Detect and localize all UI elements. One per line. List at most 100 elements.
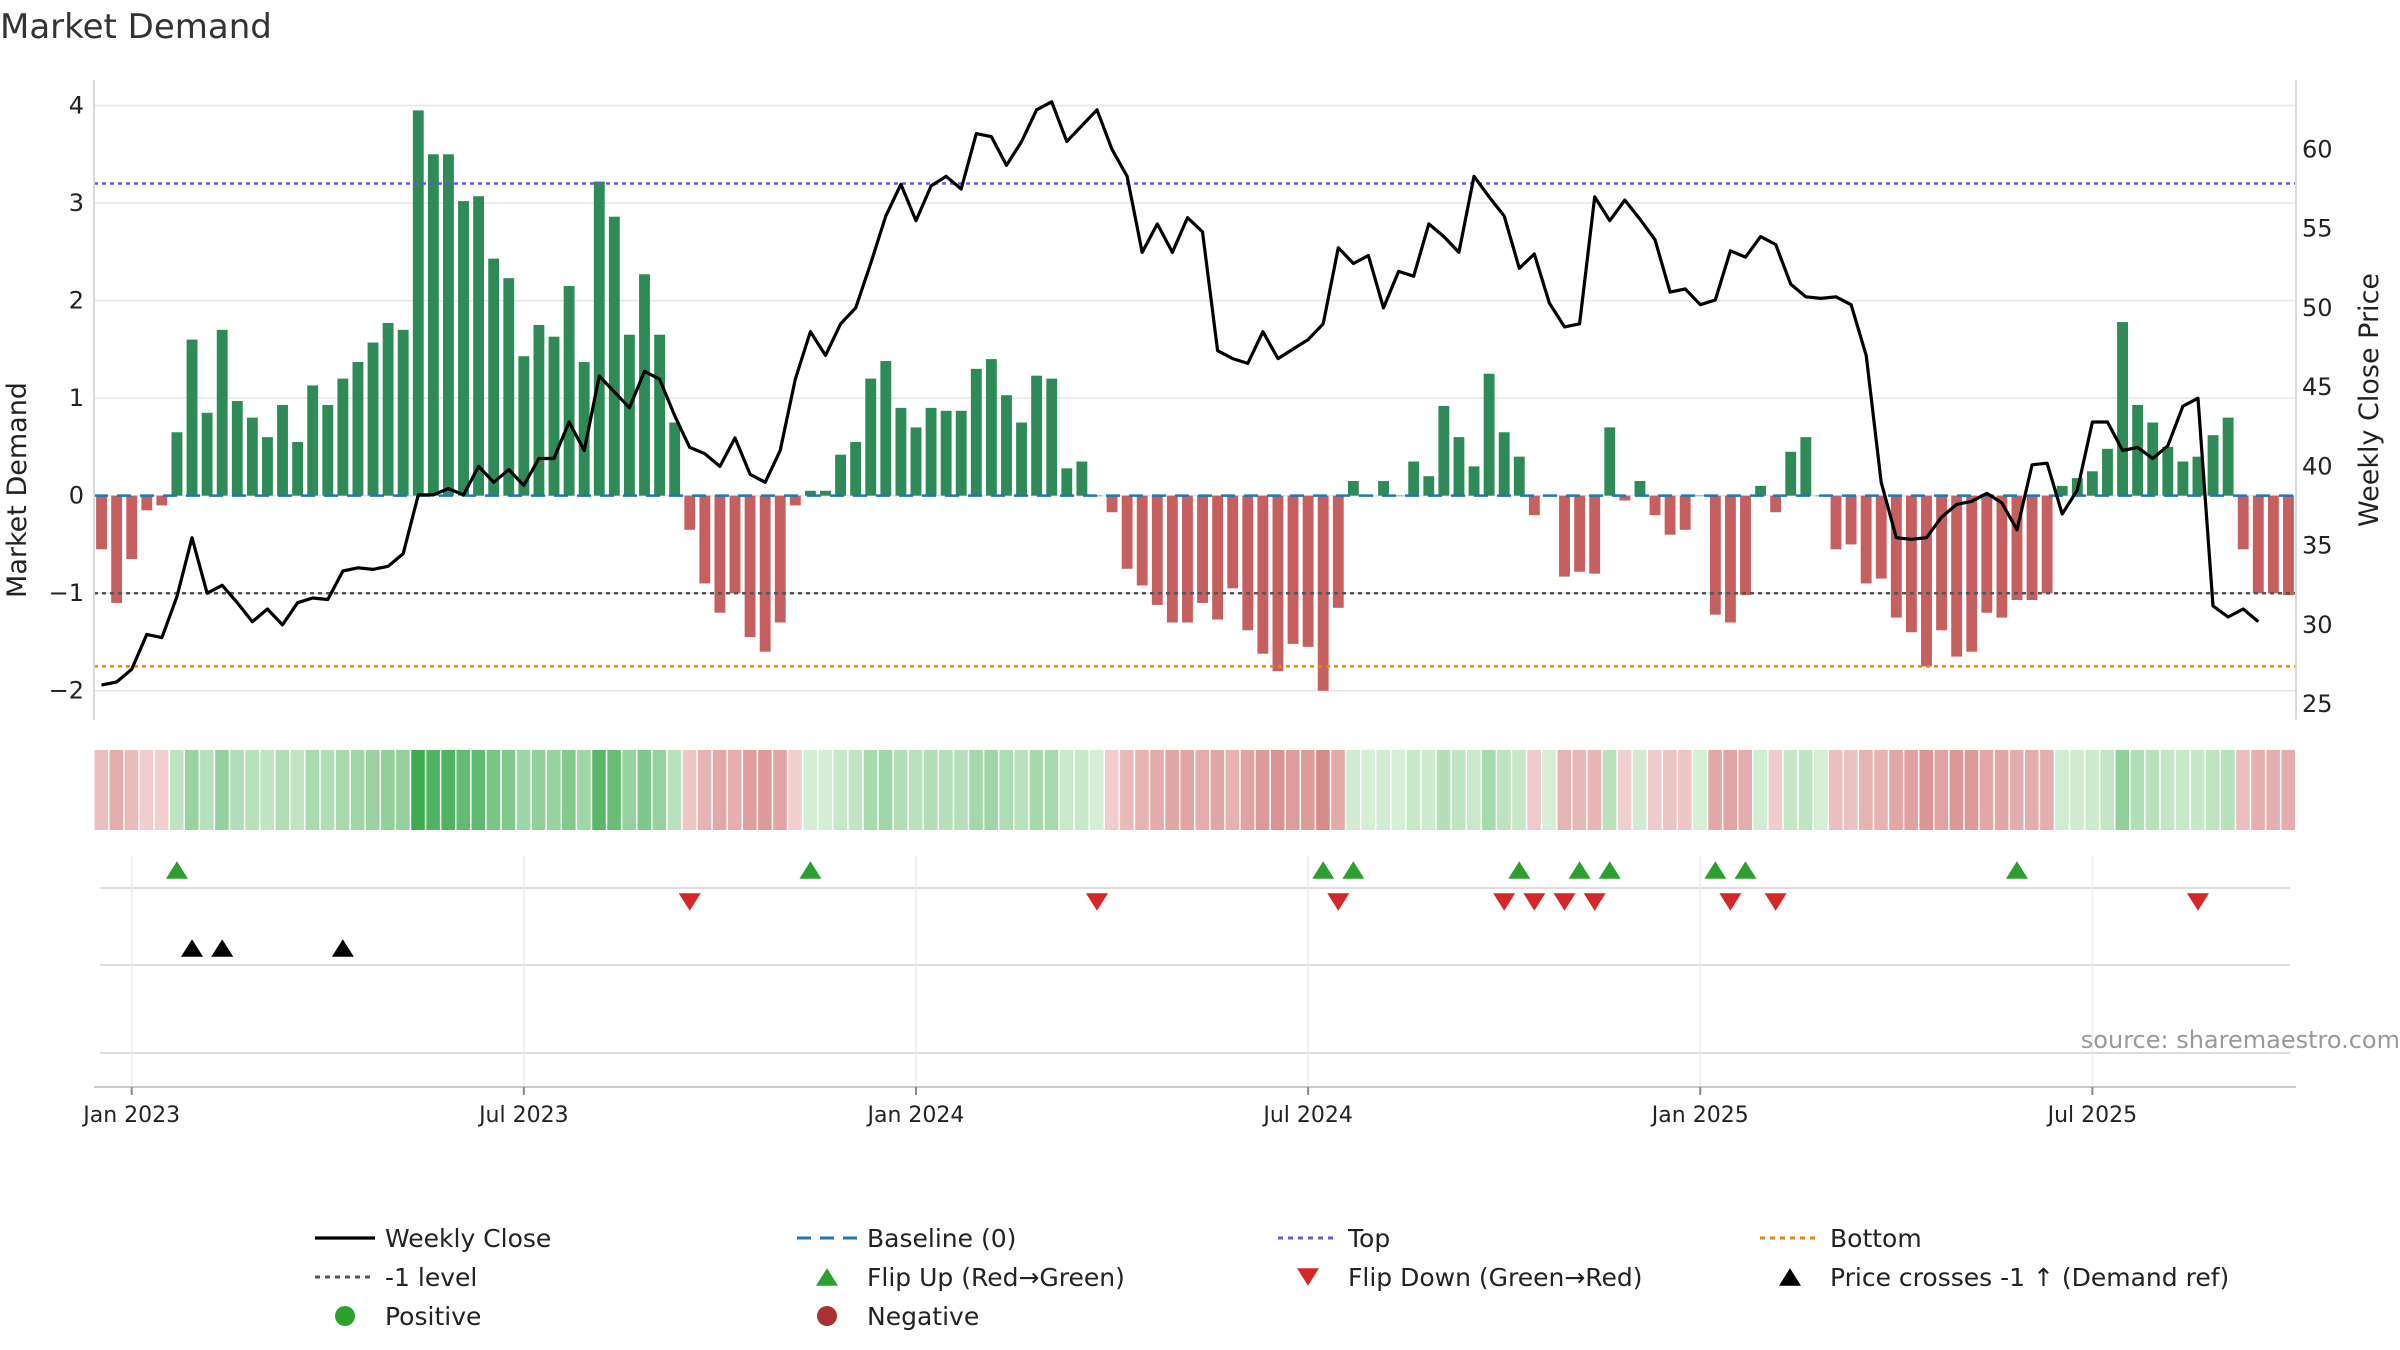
demand-bar	[2011, 495, 2023, 601]
heat-strip-cell	[697, 750, 712, 830]
heat-strip-cell	[2175, 750, 2190, 830]
heat-strip-cell	[2236, 750, 2250, 830]
demand-bar	[820, 490, 831, 496]
heat-strip-cell	[592, 750, 606, 830]
demand-bar	[322, 404, 334, 496]
demand-bar	[2252, 495, 2264, 594]
demand-bar	[1212, 495, 1224, 620]
demand-bar	[865, 378, 877, 496]
x-tick-label: Jul 2024	[1261, 1103, 1353, 1128]
legend-swatch-triangle-up	[1779, 1268, 1801, 1286]
demand-bar	[1966, 495, 1978, 652]
demand-bar	[126, 495, 138, 560]
demand-bar	[985, 359, 997, 496]
demand-bar	[277, 404, 288, 496]
heat-strip-cell	[1678, 750, 1692, 830]
y-tick-left-label: 3	[69, 189, 84, 217]
heat-strip-cell	[652, 750, 667, 830]
flip-up-marker	[1598, 861, 1621, 879]
heat-strip-cell	[426, 750, 440, 830]
demand-bar	[96, 495, 107, 550]
x-axis: Jan 2023 Jul 2023 Jan 2024 Jul 2024 Jan 2025…	[81, 1086, 2296, 1128]
demand-bar	[1016, 422, 1027, 496]
demand-bar	[1483, 373, 1495, 496]
demand-bar	[518, 356, 530, 496]
heat-strip-cell	[667, 750, 682, 830]
demand-bar	[744, 495, 756, 638]
price-cross-marker	[211, 939, 234, 957]
demand-bar	[804, 490, 816, 496]
demand-bar	[880, 361, 892, 496]
close-price-line-group	[101, 100, 2260, 687]
demand-bar	[1121, 495, 1133, 569]
heat-strip-cell	[1723, 750, 1737, 830]
demand-bar	[367, 342, 379, 496]
heat-strip-cell	[1165, 750, 1179, 830]
heat-strip-cell	[2130, 750, 2145, 830]
demand-bar	[684, 495, 696, 530]
demand-bar	[1574, 495, 1586, 572]
axes: 4 3 2 1 0 −1 −2 60 55 50 45 40 35 30 25	[49, 80, 2333, 720]
demand-bar	[1830, 495, 1842, 550]
legend-label: -1 level	[385, 1263, 477, 1292]
y-tick-left-label: −1	[49, 579, 84, 607]
demand-bar	[1875, 495, 1887, 579]
heat-strip-cell	[1316, 750, 1330, 830]
demand-bar	[1197, 495, 1208, 603]
demand-bar	[1317, 495, 1329, 691]
heat-strip-cell	[1813, 750, 1828, 830]
heat-strip-cell	[1738, 750, 1753, 830]
flip-up-marker	[2005, 861, 2028, 879]
demand-bar	[1332, 495, 1344, 608]
demand-bar	[1242, 495, 1254, 631]
demand-bar	[533, 324, 545, 496]
heat-strip-cell	[1421, 750, 1436, 830]
legend-swatch-dot	[817, 1306, 837, 1326]
demand-bar	[1151, 495, 1163, 605]
flip-up-marker	[1342, 861, 1365, 879]
heat-strip-cell	[1376, 750, 1391, 830]
price-cross-marker	[181, 939, 204, 957]
demand-bar	[1936, 495, 1947, 631]
demand-bar	[2192, 456, 2204, 496]
demand-bar	[2041, 495, 2053, 594]
demand-bar	[2162, 446, 2174, 496]
heat-strip-cell	[727, 750, 742, 830]
heat-strip-cell	[1346, 750, 1360, 830]
demand-bar	[1528, 495, 1540, 516]
demand-bar	[970, 368, 982, 496]
flip-up-marker	[1568, 861, 1591, 879]
flip-down-marker	[678, 893, 701, 911]
heat-strip-cell	[1663, 750, 1677, 830]
demand-bar	[1393, 495, 1405, 497]
demand-bar	[1770, 495, 1782, 513]
demand-bar	[925, 407, 937, 496]
heat-strip-cell	[2025, 750, 2039, 830]
demand-bar	[1061, 468, 1073, 496]
y-tick-right-label: 50	[2302, 294, 2333, 322]
heat-strip-cell	[622, 750, 636, 830]
heat-strip-cell	[441, 750, 455, 830]
heat-strip-cell	[1391, 750, 1406, 830]
demand-bar	[1604, 427, 1616, 496]
heat-strip-cell	[1859, 750, 1873, 830]
heat-strip-cell	[1542, 750, 1556, 830]
price-cross-marker	[331, 939, 354, 957]
demand-bar	[458, 201, 469, 496]
demand-bar	[1272, 495, 1284, 672]
demand-bar	[111, 495, 123, 603]
flip-up-marker	[1734, 861, 1757, 879]
heat-strip-cell	[818, 750, 833, 830]
heat-strip-cell	[1919, 750, 1934, 830]
demand-bar	[1046, 378, 1058, 496]
heat-strip-cell	[1301, 750, 1315, 830]
y-tick-left-label: 1	[69, 384, 84, 412]
heat-strip-cell	[984, 750, 998, 830]
demand-bar	[1136, 495, 1148, 586]
heat-strip-cell	[1225, 750, 1240, 830]
heat-strip-cell	[682, 750, 697, 830]
demand-bar	[1905, 495, 1917, 633]
demand-bar	[1634, 481, 1646, 496]
heat-strip-cell	[94, 750, 109, 830]
